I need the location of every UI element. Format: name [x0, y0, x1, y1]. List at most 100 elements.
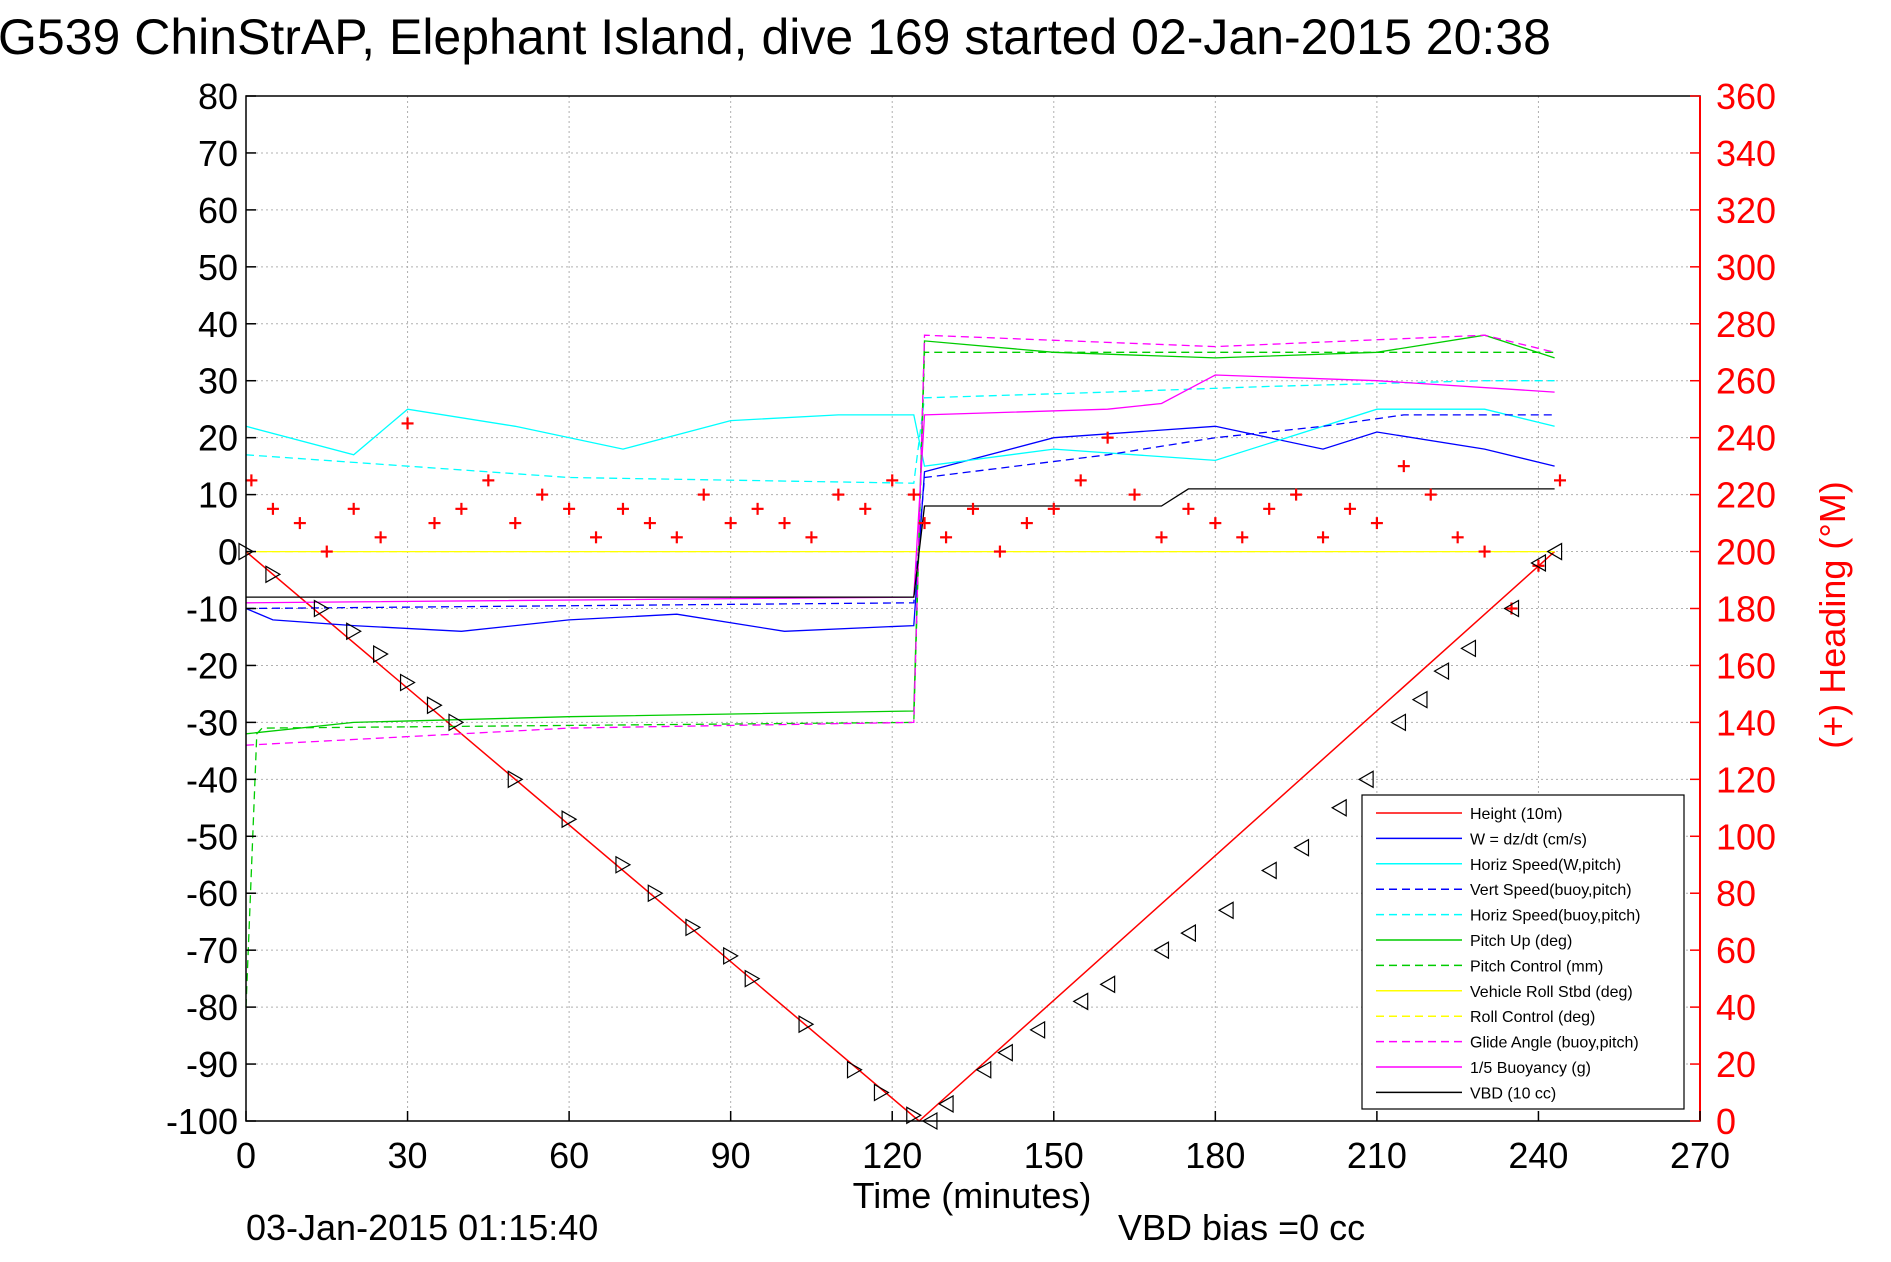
- depth-marker: [313, 599, 330, 618]
- heading-point: [697, 488, 710, 501]
- series-line-5: [245, 334, 1555, 735]
- depth-marker: [723, 946, 739, 965]
- series-layer: [245, 334, 1556, 1122]
- depth-marker: [1357, 770, 1374, 789]
- y2-tick-label: 0: [1716, 1101, 1736, 1142]
- legend-label: Vert Speed(buoy,pitch): [1470, 882, 1632, 899]
- heading-point: [670, 531, 683, 544]
- depth-marker: [561, 810, 578, 829]
- x-tick-label: 270: [1670, 1135, 1730, 1176]
- series-line-1: [245, 425, 1555, 632]
- legend-label: 1/5 Buoyancy (g): [1470, 1060, 1591, 1077]
- x-tick-label: 210: [1347, 1135, 1407, 1176]
- y2-tick-label: 100: [1716, 816, 1776, 857]
- heading-point: [482, 474, 495, 487]
- heading-point: [293, 517, 306, 530]
- y2-tick-label: 60: [1716, 930, 1756, 971]
- depth-marker: [1180, 924, 1197, 943]
- y-tick-label: -60: [186, 873, 238, 914]
- heading-point: [1074, 474, 1087, 487]
- x-tick-label: 60: [549, 1135, 589, 1176]
- timestamp-footer: 03-Jan-2015 01:15:40: [246, 1207, 598, 1248]
- depth-marker: [1153, 941, 1170, 960]
- legend-label: Pitch Control (mm): [1470, 958, 1603, 975]
- depth-marker: [373, 645, 389, 664]
- depth-marker: [399, 673, 416, 692]
- x-tick-label: 240: [1508, 1135, 1568, 1176]
- y-axis-left: 80 70 60 50 40 30 20 10 0 -10 -20 -30 -40 -50 -60 -70 -8…: [166, 76, 256, 1142]
- depth-marker: [937, 1094, 954, 1113]
- depth-marker: [798, 1015, 815, 1034]
- heading-point: [1317, 531, 1330, 544]
- y-tick-label: -30: [186, 702, 238, 743]
- heading-point: [455, 502, 468, 515]
- heading-point: [940, 531, 953, 544]
- heading-point: [967, 502, 979, 515]
- depth-marker: [448, 713, 465, 732]
- heading-point: [832, 488, 845, 501]
- series-line-3: [245, 414, 1555, 610]
- depth-marker: [1330, 798, 1347, 817]
- y-tick-label: -70: [186, 930, 238, 971]
- heading-point: [778, 517, 791, 530]
- heading-point: [1101, 431, 1114, 444]
- y-tick-label: 0: [218, 532, 238, 573]
- y2-tick-label: 240: [1716, 418, 1776, 459]
- heading-point: [1478, 545, 1491, 558]
- heading-point: [805, 531, 818, 544]
- heading-point: [509, 517, 522, 530]
- heading-point: [428, 517, 441, 530]
- marker-layer: [238, 542, 1563, 1131]
- heading-point: [616, 502, 629, 515]
- heading-point: [907, 488, 920, 501]
- y2-tick-label: 260: [1716, 361, 1776, 402]
- heading-point: [1553, 474, 1566, 487]
- heading-point: [266, 502, 279, 515]
- depth-marker: [1390, 713, 1407, 732]
- heading-point: [1155, 531, 1168, 544]
- y2-tick-label: 180: [1716, 589, 1776, 630]
- series-line-6: [245, 351, 1555, 1008]
- y-tick-label: -90: [186, 1044, 238, 1085]
- vbd-bias-footer: VBD bias =0 cc: [1118, 1207, 1365, 1248]
- legend-label: Horiz Speed(buoy,pitch): [1470, 908, 1640, 925]
- depth-marker: [685, 918, 702, 937]
- heading-point: [1397, 460, 1410, 473]
- y2-tick-label: 160: [1716, 645, 1776, 686]
- y2-tick-label: 220: [1716, 475, 1776, 516]
- depth-marker: [1546, 542, 1563, 561]
- depth-marker: [346, 622, 362, 641]
- legend-label: VBD (10 cc): [1470, 1085, 1556, 1102]
- heading-point: [374, 531, 387, 544]
- heading-point: [320, 545, 333, 558]
- depth-marker: [1072, 992, 1089, 1011]
- depth-marker: [1293, 838, 1310, 857]
- x-axis-label: Time (minutes): [853, 1175, 1092, 1216]
- depth-marker: [1029, 1020, 1046, 1039]
- series-line-11: [246, 488, 1555, 598]
- y-tick-label: 20: [198, 418, 238, 459]
- x-tick-label: 120: [862, 1135, 922, 1176]
- y2-tick-label: 20: [1716, 1044, 1756, 1085]
- y-tick-label: 40: [198, 304, 238, 345]
- y-tick-label: 50: [198, 247, 238, 288]
- y2-tick-label: 300: [1716, 247, 1776, 288]
- y-tick-label: -10: [186, 589, 238, 630]
- heading-point: [245, 474, 258, 487]
- x-tick-label: 30: [388, 1135, 428, 1176]
- y2-tick-label: 340: [1716, 133, 1776, 174]
- series-line-2: [245, 408, 1555, 467]
- heading-point: [886, 474, 899, 487]
- y2-tick-label: 320: [1716, 190, 1776, 231]
- legend-box: [1361, 794, 1685, 1110]
- heading-point: [918, 517, 931, 530]
- x-tick-label: 150: [1024, 1135, 1084, 1176]
- legend: Height (10m) W = dz/dt (cm/s) Horiz Speed(…: [1361, 794, 1685, 1110]
- heading-point: [590, 531, 603, 544]
- heading-layer: [245, 417, 1566, 615]
- depth-marker: [975, 1060, 992, 1079]
- depth-marker: [1260, 861, 1277, 880]
- heading-point: [1370, 517, 1383, 530]
- depth-marker: [744, 969, 761, 988]
- heading-point: [1451, 531, 1464, 544]
